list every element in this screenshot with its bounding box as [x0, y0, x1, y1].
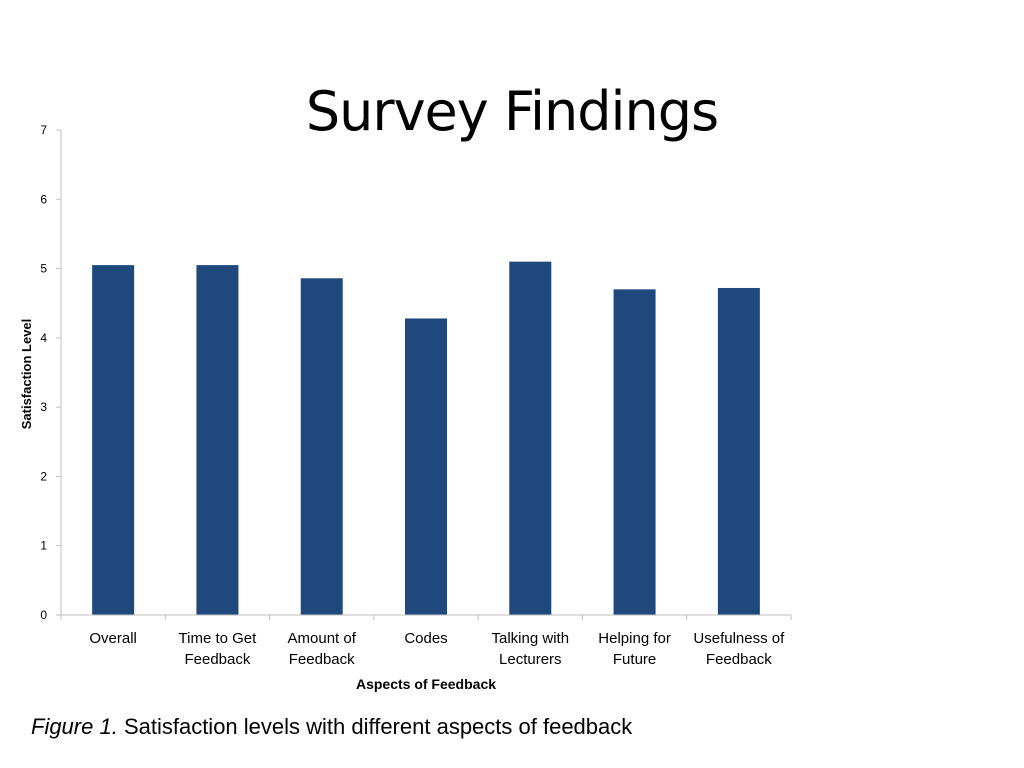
bar [196, 265, 239, 615]
x-tick-label: Time to Get Feedback [179, 630, 258, 668]
y-tick-label: 5 [40, 262, 47, 276]
bar [300, 278, 343, 615]
y-axis-tick-labels: 0 1 2 3 4 5 6 7 [40, 123, 47, 622]
bar [92, 265, 135, 615]
y-axis-title: Satisfaction Level [19, 319, 34, 430]
x-axis-ticks [60, 615, 792, 620]
y-tick-label: 0 [40, 608, 47, 622]
x-tick-label: Talking with Lecturers [492, 630, 570, 668]
bar [717, 287, 760, 615]
y-axis-ticks [56, 129, 61, 616]
y-tick-label: 1 [40, 539, 47, 553]
slide-title: Survey Findings [305, 80, 719, 143]
y-tick-label: 3 [40, 400, 47, 414]
caption-text: Satisfaction levels with different aspec… [117, 714, 633, 739]
caption-label: Figure 1. [31, 714, 118, 739]
x-axis-tick-labels: Overall Time to Get Feedback Amount of Feedb… [89, 630, 785, 668]
x-tick-label: Codes [404, 630, 447, 647]
x-tick-label: Usefulness of Feedback [693, 630, 785, 668]
y-tick-label: 4 [40, 331, 47, 345]
x-axis-title: Aspects of Feedback [356, 676, 496, 692]
bar [405, 318, 447, 615]
x-tick-label: Amount of Feedback [288, 630, 357, 668]
figure-caption: Figure 1. Satisfaction levels with diffe… [31, 714, 632, 740]
bar [613, 289, 656, 615]
bar-series [92, 261, 760, 615]
x-tick-label: Overall [89, 630, 137, 647]
y-tick-label: 2 [40, 469, 47, 483]
bar [509, 261, 552, 615]
y-tick-label: 6 [40, 192, 47, 206]
x-tick-label: Helping for Future [598, 630, 671, 668]
y-tick-label: 7 [40, 123, 47, 137]
